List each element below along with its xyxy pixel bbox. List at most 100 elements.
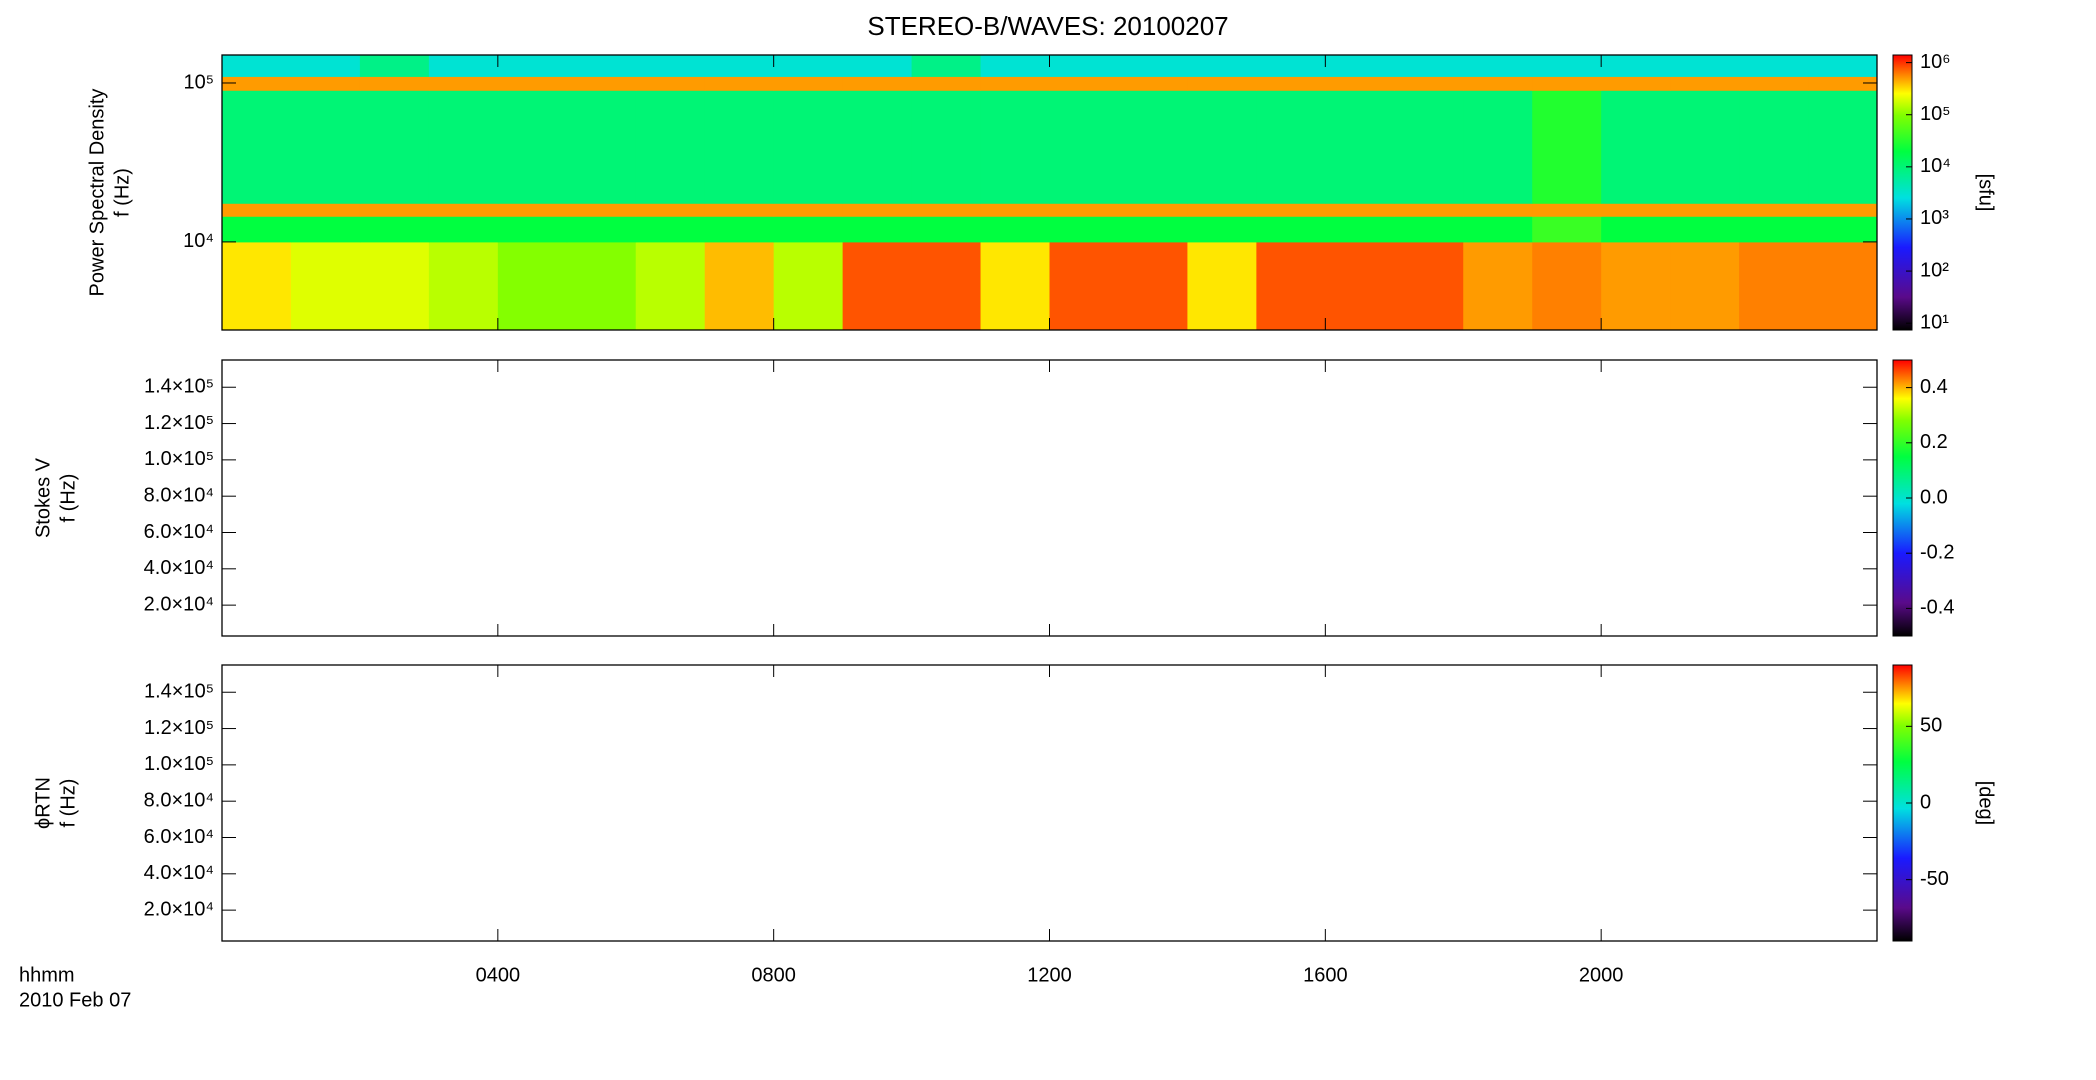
heatmap-cell — [1394, 76, 1464, 91]
colorbar-tick-label: 0.4 — [1920, 376, 1948, 398]
heatmap-cell — [911, 76, 982, 91]
heatmap-cell — [1739, 216, 1809, 243]
heatmap-cell — [290, 55, 361, 77]
heatmap-cell — [1808, 241, 1878, 331]
heatmap-cell — [1118, 203, 1188, 217]
y-tick-label: 2.0×10⁴ — [144, 593, 214, 615]
heatmap-cell — [635, 90, 706, 204]
heatmap-cell — [290, 241, 361, 331]
heatmap-cell — [704, 90, 775, 204]
y-tick-label: 1.2×10⁵ — [144, 412, 214, 434]
y-tick-label: 2.0×10⁴ — [144, 898, 214, 920]
y-tick-label: 6.0×10⁴ — [144, 521, 214, 543]
heatmap-cell — [1187, 55, 1257, 77]
heatmap-cell — [773, 76, 844, 91]
x-tick-label: 1600 — [1303, 964, 1348, 986]
y-tick-label: 8.0×10⁴ — [144, 789, 214, 811]
colorbar-tick-label: -50 — [1920, 868, 1949, 890]
heatmap-cell — [704, 241, 775, 331]
heatmap-cell — [1187, 241, 1257, 331]
heatmap-cell — [428, 241, 499, 331]
heatmap-cell — [1670, 55, 1740, 77]
plot-frame — [221, 359, 1878, 637]
heatmap-cell — [359, 55, 430, 77]
heatmap-cell — [566, 90, 637, 204]
heatmap-cell — [1670, 203, 1740, 217]
heatmap-cell — [1739, 90, 1809, 204]
heatmap-cell — [980, 241, 1050, 331]
colorbar-tick-label: 0.2 — [1920, 431, 1948, 453]
heatmap-cell — [704, 216, 775, 243]
heatmap-cell — [1808, 55, 1878, 77]
heatmap-cell — [1394, 241, 1464, 331]
heatmap-cell — [980, 203, 1050, 217]
y-tick-label: 4.0×10⁴ — [144, 557, 214, 579]
heatmap-cell — [635, 203, 706, 217]
y-axis-label: Power Spectral Density — [86, 89, 108, 297]
heatmap-cell — [1187, 90, 1257, 204]
heatmap-cell — [635, 76, 706, 91]
y-tick-label: 6.0×10⁴ — [144, 826, 214, 848]
heatmap-cell — [428, 216, 499, 243]
heatmap-cell — [1118, 55, 1188, 77]
heatmap-cell — [1463, 55, 1533, 77]
heatmap-cell — [359, 216, 430, 243]
colorbar-tick-label: 10¹ — [1920, 311, 1949, 333]
heatmap-cell — [428, 90, 499, 204]
heatmap-cell — [1739, 55, 1809, 77]
heatmap-cell — [1256, 216, 1326, 243]
y-tick-label: 1.0×10⁵ — [144, 753, 214, 775]
colorbar — [1892, 54, 1913, 331]
y-axis-label: f (Hz) — [57, 779, 79, 828]
heatmap-cell — [222, 241, 292, 331]
heatmap-cell — [1463, 241, 1533, 331]
heatmap-cell — [842, 76, 913, 91]
x-tick-label: 0400 — [476, 964, 521, 986]
y-axis-label: f (Hz) — [111, 168, 133, 217]
heatmap-cell — [911, 55, 982, 77]
colorbar-tick-label: 10⁵ — [1920, 103, 1951, 125]
heatmap-cell — [704, 55, 775, 77]
heatmap-cell — [1532, 241, 1602, 331]
heatmap-cell — [773, 241, 844, 331]
heatmap-cell — [1739, 203, 1809, 217]
heatmap-cell — [1670, 90, 1740, 204]
heatmap-cell — [428, 203, 499, 217]
heatmap-cell — [1118, 241, 1188, 331]
heatmap-cell — [359, 203, 430, 217]
plot-frame — [221, 664, 1878, 942]
heatmap-cell — [497, 55, 568, 77]
colorbar-tick-label: 10⁶ — [1920, 51, 1950, 73]
heatmap-cell — [635, 216, 706, 243]
colorbar-label: [sfu] — [1975, 174, 1997, 212]
heatmap-cell — [497, 241, 568, 331]
heatmap-cell — [1049, 241, 1119, 331]
heatmap-cell — [1463, 216, 1533, 243]
heatmap-cell — [359, 90, 430, 204]
heatmap-cell — [1325, 76, 1395, 91]
heatmap-cell — [1601, 203, 1671, 217]
y-tick-label: 4.0×10⁴ — [144, 862, 214, 884]
heatmap-cell — [704, 203, 775, 217]
heatmap-cell — [1532, 55, 1602, 77]
heatmap-cell — [1187, 216, 1257, 243]
heatmap-cell — [1325, 216, 1395, 243]
heatmap-cell — [1739, 241, 1809, 331]
heatmap-cell — [1049, 203, 1119, 217]
colorbar-tick-label: 50 — [1920, 715, 1942, 737]
heatmap-cell — [1601, 216, 1671, 243]
heatmap-cell — [1394, 216, 1464, 243]
x-tick-label: 0800 — [751, 964, 796, 986]
heatmap-cell — [566, 241, 637, 331]
colorbar-tick-label: 0.0 — [1920, 486, 1948, 508]
heatmap-cell — [566, 55, 637, 77]
x-tick-label: 1200 — [1027, 964, 1072, 986]
heatmap-cell — [1739, 76, 1809, 91]
heatmap-cell — [635, 241, 706, 331]
heatmap-cell — [222, 203, 292, 217]
heatmap-cell — [222, 90, 292, 204]
heatmap-cell — [1325, 90, 1395, 204]
colorbar-label: [deg] — [1975, 781, 1997, 825]
heatmap-cell — [704, 76, 775, 91]
heatmap-cell — [842, 90, 913, 204]
